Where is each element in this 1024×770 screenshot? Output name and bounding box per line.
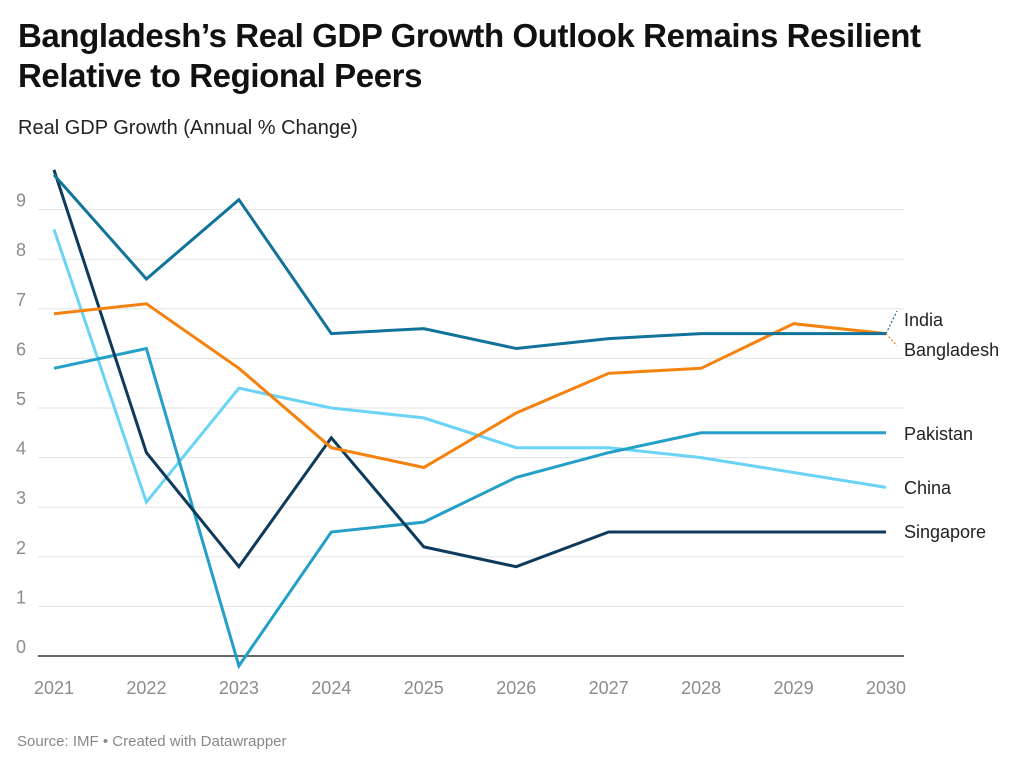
series-line-china: [52, 228, 887, 506]
x-tick-label: 2025: [404, 678, 444, 698]
x-tick-label: 2024: [311, 678, 351, 698]
y-tick-label: 7: [16, 290, 26, 310]
x-tick-label: 2021: [34, 678, 74, 698]
y-tick-label: 4: [16, 439, 26, 459]
source-footer: Source: IMF • Created with Datawrapper: [17, 733, 287, 750]
series-labels: India Bangladesh Pakistan China Singapore: [885, 310, 999, 542]
chart-title: Bangladesh’s Real GDP Growth Outlook Rem…: [18, 17, 921, 94]
y-tick-label: 1: [16, 587, 26, 607]
x-tick-label: 2029: [774, 678, 814, 698]
series-label-pakistan: Pakistan: [904, 424, 973, 444]
y-tick-label: 8: [16, 240, 26, 260]
series-line-india: [52, 173, 886, 351]
chart-subtitle: Real GDP Growth (Annual % Change): [18, 117, 358, 139]
x-axis-ticks: 2021 2022 2023 2024 2025 2026 2027 2028 2029 2030: [34, 678, 906, 698]
x-tick-label: 2027: [589, 678, 629, 698]
label-connector-bangladesh: [885, 333, 898, 347]
y-tick-label: 9: [16, 191, 26, 211]
series-lines: [52, 169, 887, 670]
y-tick-label: 6: [16, 339, 26, 359]
x-tick-label: 2026: [496, 678, 536, 698]
x-tick-label: 2022: [126, 678, 166, 698]
x-tick-label: 2028: [681, 678, 721, 698]
y-tick-label: 3: [16, 488, 26, 508]
y-axis-ticks: 0 1 2 3 4 5 6 7 8 9: [16, 191, 26, 657]
series-label-singapore: Singapore: [904, 522, 986, 542]
series-line-pakistan: [53, 346, 886, 670]
y-tick-label: 0: [16, 637, 26, 657]
y-tick-label: 5: [16, 389, 26, 409]
series-line-singapore: [52, 169, 886, 570]
series-line-bangladesh: [53, 302, 887, 470]
label-connector-india: [885, 310, 898, 334]
series-label-india: India: [904, 310, 944, 330]
series-label-china: China: [904, 478, 952, 498]
series-label-bangladesh: Bangladesh: [904, 340, 999, 360]
y-tick-label: 2: [16, 538, 26, 558]
x-tick-label: 2030: [866, 678, 906, 698]
x-tick-label: 2023: [219, 678, 259, 698]
